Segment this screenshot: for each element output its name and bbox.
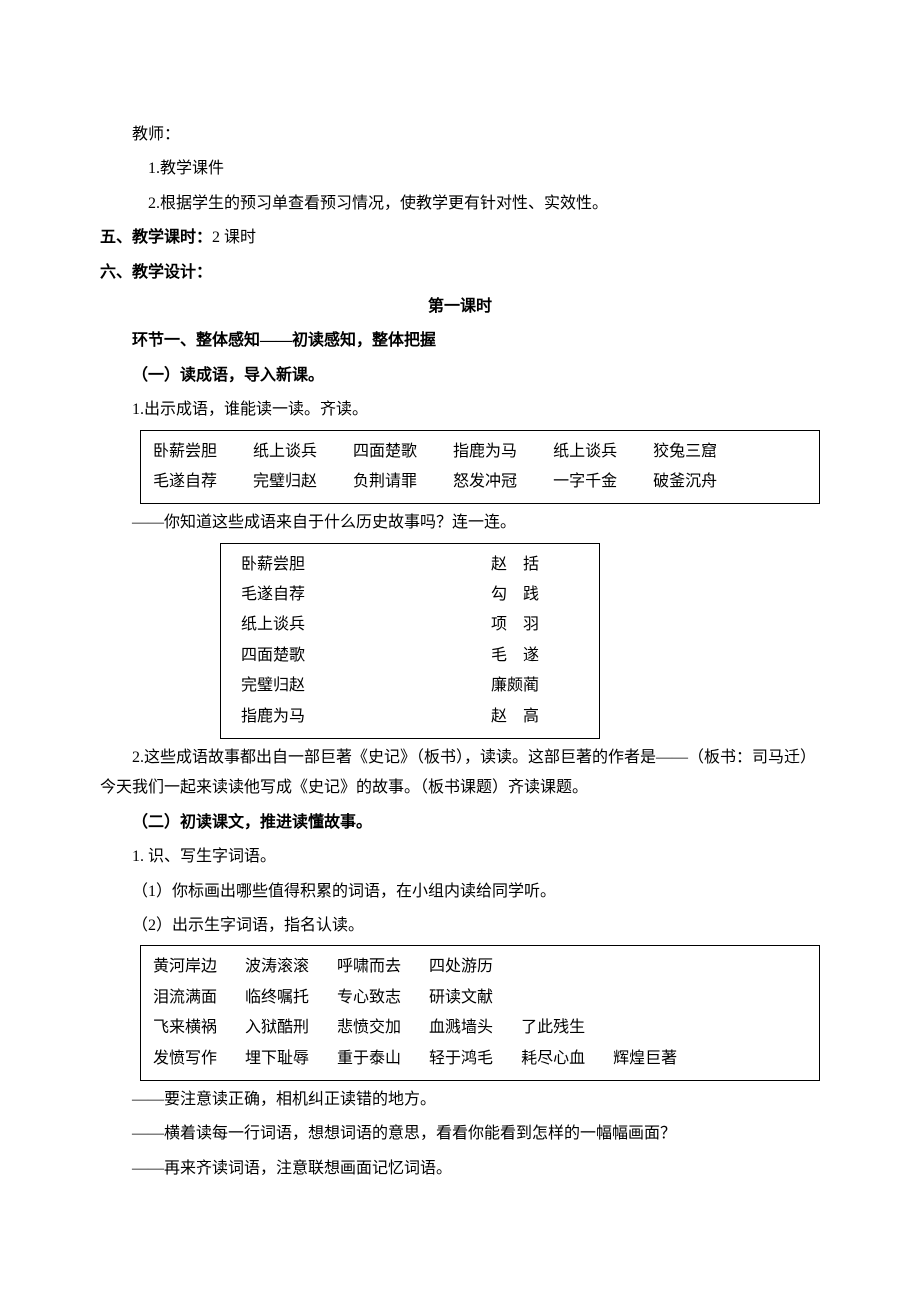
- step1-line7: ——要注意读正确，相机纠正读错的地方。: [100, 1085, 820, 1115]
- match-right: 赵 括: [491, 550, 539, 580]
- step1-sub1: （一）读成语，导入新课。: [100, 361, 820, 391]
- word-cell: 黄河岸边: [153, 952, 217, 982]
- match-left: 指鹿为马: [241, 702, 305, 732]
- table-row: 完璧归赵 廉颇蔺: [241, 671, 579, 701]
- match-right: 赵 高: [491, 702, 539, 732]
- word-cell: 埋下耻辱: [245, 1044, 309, 1074]
- table-row: 指鹿为马 赵 高: [241, 702, 579, 732]
- word-cell: 重于泰山: [337, 1044, 401, 1074]
- table-row: 泪流满面 临终嘱托 专心致志 研读文献: [153, 983, 807, 1013]
- section5-heading: 五、教学课时：2 课时: [100, 223, 820, 253]
- word-cell: 悲愤交加: [337, 1013, 401, 1043]
- word-cell: 四处游历: [429, 952, 493, 982]
- match-right: 廉颇蔺: [491, 671, 539, 701]
- table-row: 纸上谈兵 项 羽: [241, 610, 579, 640]
- step1-line5: （1）你标画出哪些值得积累的词语，在小组内读给同学听。: [100, 877, 820, 907]
- word-cell: 轻于鸿毛: [429, 1044, 493, 1074]
- step1-line3: 2.这些成语故事都出自一部巨著《史记》（板书），读读。这部巨著的作者是——（板书…: [100, 743, 820, 804]
- idiom-cell: 指鹿为马: [453, 437, 517, 467]
- step1-line8: ——横着读每一行词语，想想词语的意思，看看你能看到怎样的一幅幅画面？: [100, 1119, 820, 1149]
- word-cell: 耗尽心血: [521, 1044, 585, 1074]
- match-left: 纸上谈兵: [241, 610, 305, 640]
- match-right: 项 羽: [491, 610, 539, 640]
- word-table: 黄河岸边 波涛滚滚 呼啸而去 四处游历 泪流满面 临终嘱托 专心致志 研读文献 …: [140, 945, 820, 1081]
- table-row: 毛遂自荐 勾 践: [241, 580, 579, 610]
- word-cell: 泪流满面: [153, 983, 217, 1013]
- word-cell: 发愤写作: [153, 1044, 217, 1074]
- idiom-cell: 破釜沉舟: [653, 467, 717, 497]
- word-cell: 飞来横祸: [153, 1013, 217, 1043]
- word-cell: 呼啸而去: [337, 952, 401, 982]
- step1-title: 环节一、整体感知——初读感知，整体把握: [100, 326, 820, 356]
- step1-line6: （2）出示生字词语，指名认读。: [100, 911, 820, 941]
- lesson-title: 第一课时: [100, 292, 820, 322]
- match-left: 完璧归赵: [241, 671, 305, 701]
- match-table: 卧薪尝胆赵 括 毛遂自荐勾 践 纸上谈兵项 羽 四面楚歌毛 遂 完璧归赵廉颇蔺 …: [220, 543, 600, 739]
- idiom-table: 卧薪尝胆 纸上谈兵 四面楚歌 指鹿为马 纸上谈兵 狡兔三窟 毛遂自荐 完璧归赵 …: [140, 430, 820, 505]
- section5-title: 五、教学课时：: [100, 229, 212, 246]
- idiom-cell: 毛遂自荐: [153, 467, 217, 497]
- teacher-p1: 1.教学课件: [100, 154, 820, 184]
- section6-title: 六、教学设计：: [100, 258, 820, 288]
- word-cell: 入狱酷刑: [245, 1013, 309, 1043]
- step1-line9: ——再来齐读词语，注意联想画面记忆词语。: [100, 1154, 820, 1184]
- idiom-cell: 一字千金: [553, 467, 617, 497]
- match-left: 毛遂自荐: [241, 580, 305, 610]
- idiom-cell: 负荆请罪: [353, 467, 417, 497]
- word-cell: 波涛滚滚: [245, 952, 309, 982]
- idiom-cell: 怒发冲冠: [453, 467, 517, 497]
- word-cell: 辉煌巨著: [613, 1044, 677, 1074]
- idiom-cell: 纸上谈兵: [553, 437, 617, 467]
- match-left: 四面楚歌: [241, 641, 305, 671]
- word-cell: 研读文献: [429, 983, 493, 1013]
- table-row: 卧薪尝胆 纸上谈兵 四面楚歌 指鹿为马 纸上谈兵 狡兔三窟: [153, 437, 807, 467]
- match-right: 勾 践: [491, 580, 539, 610]
- idiom-cell: 纸上谈兵: [253, 437, 317, 467]
- teacher-p2: 2.根据学生的预习单查看预习情况，使教学更有针对性、实效性。: [100, 189, 820, 219]
- step1-line4: 1. 识、写生字词语。: [100, 842, 820, 872]
- idiom-cell: 完璧归赵: [253, 467, 317, 497]
- section5-content: 2 课时: [212, 229, 256, 246]
- word-cell: 临终嘱托: [245, 983, 309, 1013]
- table-row: 卧薪尝胆 赵 括: [241, 550, 579, 580]
- step1-line1: 1.出示成语，谁能读一读。齐读。: [100, 395, 820, 425]
- table-row: 四面楚歌 毛 遂: [241, 641, 579, 671]
- word-cell: 血溅墙头: [429, 1013, 493, 1043]
- match-right: 毛 遂: [491, 641, 539, 671]
- idiom-cell: 狡兔三窟: [653, 437, 717, 467]
- idiom-cell: 四面楚歌: [353, 437, 417, 467]
- table-row: 发愤写作 埋下耻辱 重于泰山 轻于鸿毛 耗尽心血 辉煌巨著: [153, 1044, 807, 1074]
- word-cell: 专心致志: [337, 983, 401, 1013]
- idiom-cell: 卧薪尝胆: [153, 437, 217, 467]
- word-cell: 了此残生: [521, 1013, 585, 1043]
- match-left: 卧薪尝胆: [241, 550, 305, 580]
- table-row: 黄河岸边 波涛滚滚 呼啸而去 四处游历: [153, 952, 807, 982]
- table-row: 毛遂自荐 完璧归赵 负荆请罪 怒发冲冠 一字千金 破釜沉舟: [153, 467, 807, 497]
- table-row: 飞来横祸 入狱酷刑 悲愤交加 血溅墙头 了此残生: [153, 1013, 807, 1043]
- step1-line2: ——你知道这些成语来自于什么历史故事吗？连一连。: [100, 508, 820, 538]
- step1-sub2: （二）初读课文，推进读懂故事。: [100, 808, 820, 838]
- teacher-label: 教师：: [100, 120, 820, 150]
